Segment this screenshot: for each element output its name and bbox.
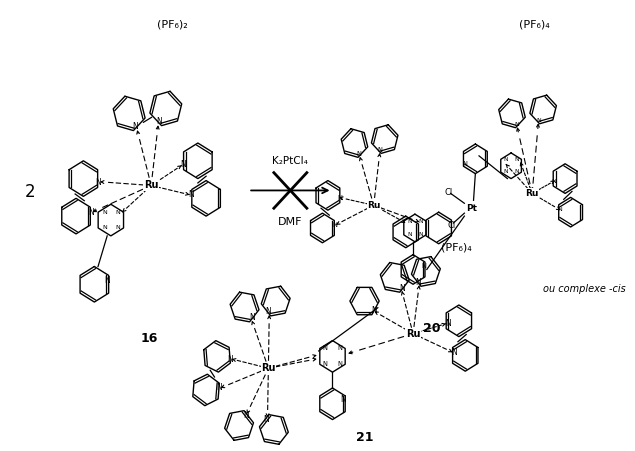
Text: N: N <box>332 222 337 228</box>
Text: N: N <box>115 210 119 215</box>
Text: N: N <box>249 313 255 322</box>
Text: N: N <box>337 195 342 201</box>
Text: N: N <box>323 361 328 367</box>
Text: N: N <box>536 118 541 123</box>
Text: N: N <box>189 190 194 199</box>
Text: N: N <box>104 276 110 285</box>
Text: N: N <box>552 179 556 184</box>
Text: N: N <box>558 207 562 212</box>
Text: N: N <box>337 345 342 351</box>
Text: N: N <box>323 345 328 351</box>
Text: N: N <box>378 147 382 153</box>
Text: 20: 20 <box>423 322 440 335</box>
Text: N: N <box>445 319 451 328</box>
Text: N: N <box>422 262 427 268</box>
Text: N: N <box>416 278 422 287</box>
Text: Cl: Cl <box>448 221 456 230</box>
Text: N: N <box>102 226 107 230</box>
Text: Cl: Cl <box>444 188 453 197</box>
Text: (PF₆)₄: (PF₆)₄ <box>519 19 549 29</box>
Text: DMF: DMF <box>278 217 303 227</box>
Text: N: N <box>451 348 457 357</box>
Text: N: N <box>180 160 186 169</box>
Text: N: N <box>227 355 233 364</box>
Text: N: N <box>399 284 405 293</box>
Text: ou complexe -cis: ou complexe -cis <box>543 284 626 294</box>
Text: N: N <box>514 169 519 174</box>
Text: N: N <box>418 232 423 237</box>
Text: N: N <box>95 178 101 187</box>
Text: N: N <box>337 361 342 367</box>
Text: N: N <box>514 157 519 162</box>
Text: N: N <box>340 396 346 405</box>
Text: N: N <box>407 219 411 224</box>
Text: (PF₆)₂: (PF₆)₂ <box>157 19 187 29</box>
Text: N: N <box>115 226 119 230</box>
Text: N: N <box>156 117 163 126</box>
Text: N: N <box>357 151 361 157</box>
Text: N: N <box>462 161 467 167</box>
Text: N: N <box>102 210 107 215</box>
Text: N: N <box>407 232 411 237</box>
Text: N: N <box>216 383 222 392</box>
Text: 2: 2 <box>25 184 36 202</box>
Text: Ru: Ru <box>144 180 158 190</box>
Text: Ru: Ru <box>367 201 380 210</box>
Text: 16: 16 <box>140 332 158 345</box>
Text: N: N <box>504 157 508 162</box>
Text: N: N <box>88 207 93 216</box>
Text: N: N <box>514 122 519 127</box>
Text: Ru: Ru <box>406 329 420 339</box>
Text: Ru: Ru <box>261 363 276 373</box>
Text: N: N <box>371 306 377 315</box>
Text: N: N <box>132 122 138 131</box>
Text: N: N <box>243 411 250 420</box>
Text: (PF₆)₄: (PF₆)₄ <box>441 243 472 253</box>
Text: K₂PtCl₄: K₂PtCl₄ <box>272 156 309 166</box>
Text: Ru: Ru <box>525 189 539 198</box>
Text: N: N <box>265 308 271 317</box>
Text: N: N <box>264 415 269 424</box>
Text: N: N <box>418 219 423 224</box>
Text: Pt: Pt <box>466 204 477 213</box>
Text: N: N <box>504 169 508 174</box>
Text: 21: 21 <box>356 431 373 444</box>
